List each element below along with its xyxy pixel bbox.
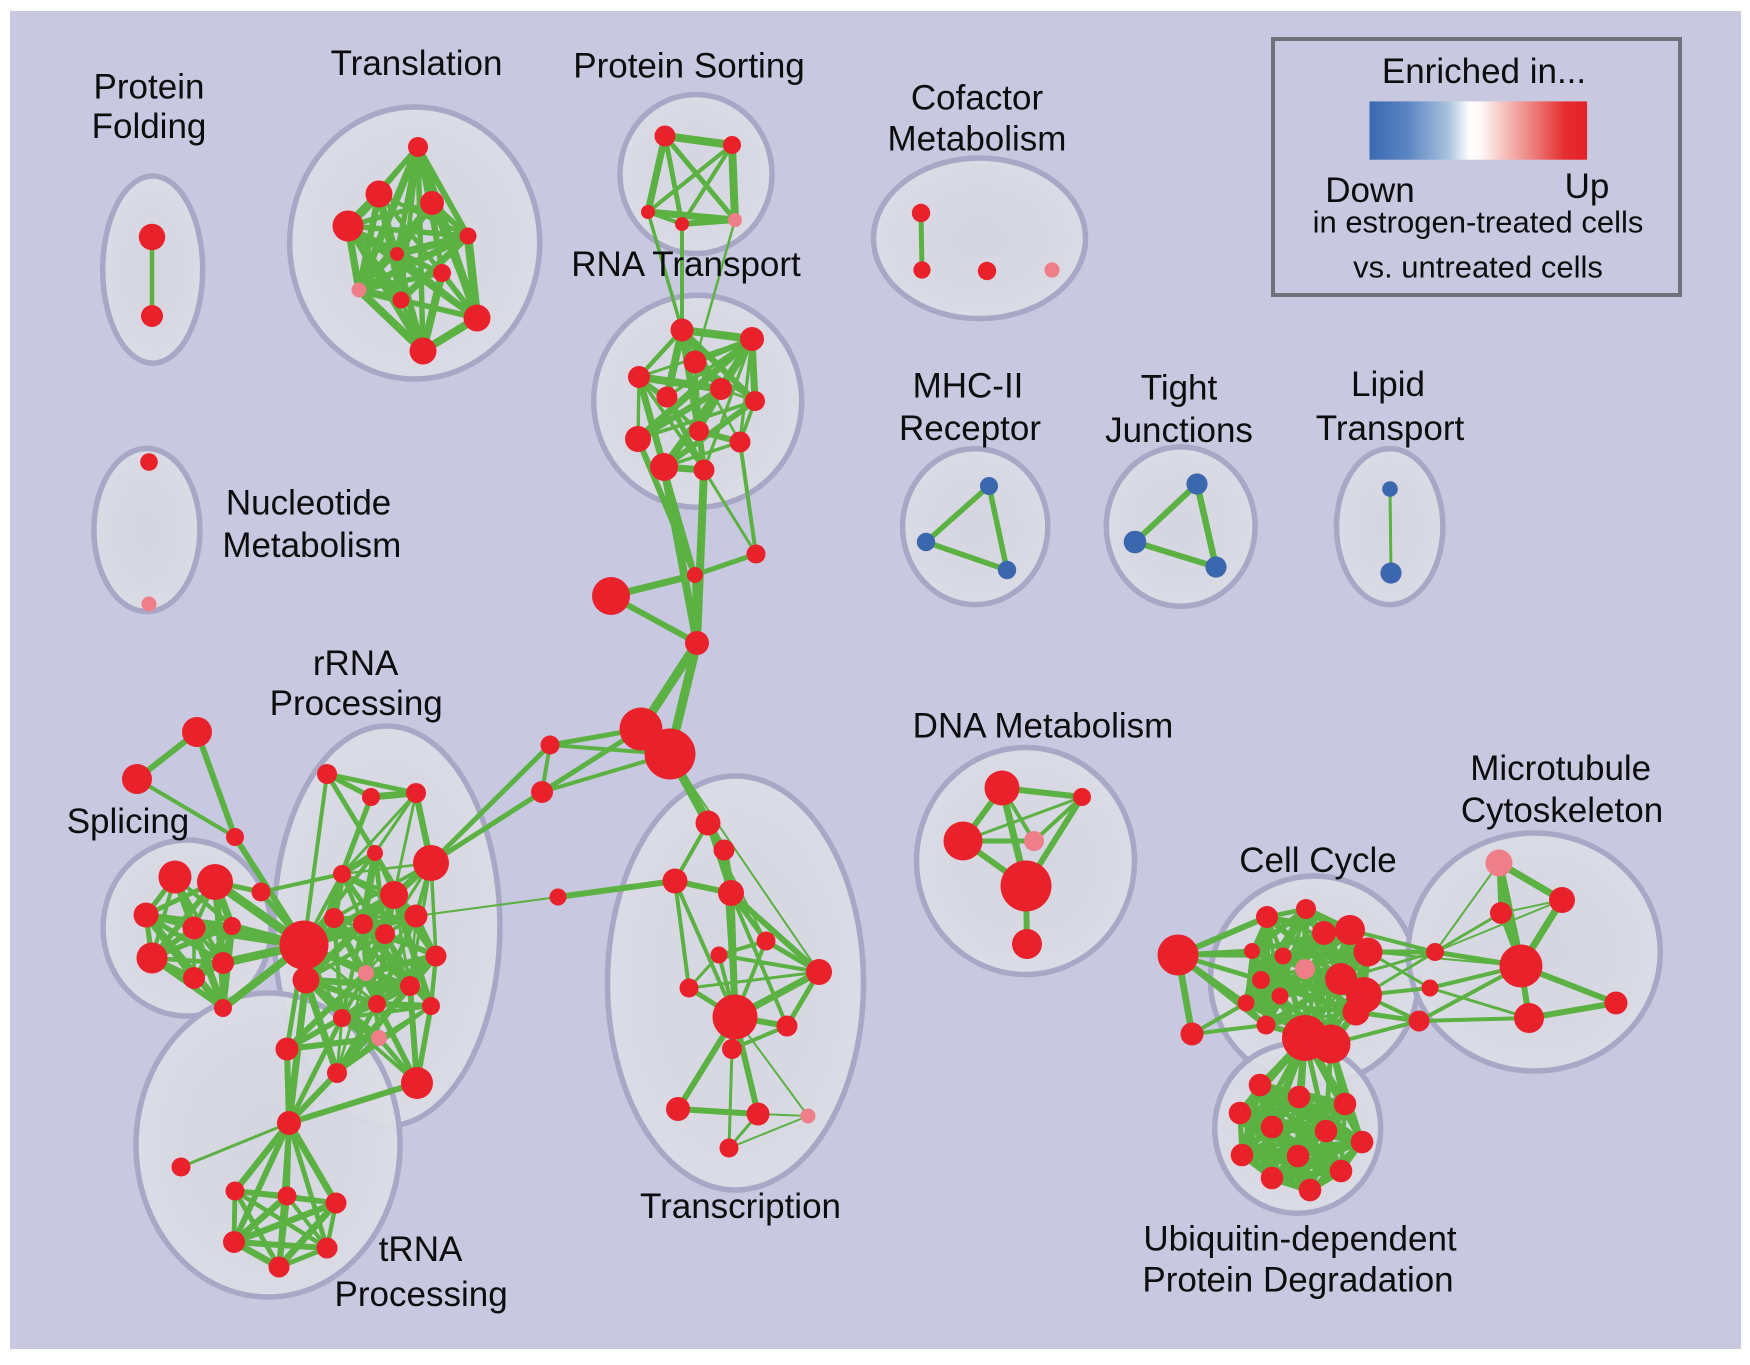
svg-text:Transport: Transport [1316,409,1465,448]
svg-text:Down: Down [1325,171,1414,210]
svg-text:Protein Sorting: Protein Sorting [573,47,805,86]
svg-text:MHC-II: MHC-II [913,367,1024,406]
svg-text:Lipid: Lipid [1351,365,1425,404]
svg-text:Nucleotide: Nucleotide [226,483,391,522]
svg-text:Protein Degradation: Protein Degradation [1142,1261,1453,1300]
svg-text:Splicing: Splicing [67,802,190,841]
svg-text:Enriched in...: Enriched in... [1382,52,1586,91]
svg-text:Processing: Processing [270,684,443,723]
svg-text:Transcription: Transcription [640,1187,841,1226]
svg-text:Ubiquitin-dependent: Ubiquitin-dependent [1143,1220,1457,1259]
svg-text:Processing: Processing [335,1275,508,1314]
svg-text:Metabolism: Metabolism [222,526,401,565]
svg-text:tRNA: tRNA [379,1230,463,1269]
svg-text:Tight: Tight [1141,368,1218,407]
svg-text:Junctions: Junctions [1105,411,1253,450]
svg-text:Metabolism: Metabolism [888,120,1067,159]
svg-text:Receptor: Receptor [899,409,1041,448]
svg-text:rRNA: rRNA [313,644,399,683]
svg-text:Protein: Protein [94,67,205,106]
svg-text:Translation: Translation [331,44,503,83]
svg-text:Folding: Folding [92,107,207,146]
svg-text:DNA Metabolism: DNA Metabolism [913,706,1174,745]
svg-text:Cofactor: Cofactor [911,79,1044,118]
svg-text:Microtubule: Microtubule [1470,749,1651,788]
svg-text:in estrogen-treated cells: in estrogen-treated cells [1313,204,1644,239]
svg-text:Cytoskeleton: Cytoskeleton [1461,791,1663,830]
svg-text:RNA Transport: RNA Transport [571,245,801,284]
svg-text:Cell Cycle: Cell Cycle [1239,841,1397,880]
svg-text:vs. untreated cells: vs. untreated cells [1353,250,1603,285]
svg-text:Up: Up [1565,167,1610,206]
